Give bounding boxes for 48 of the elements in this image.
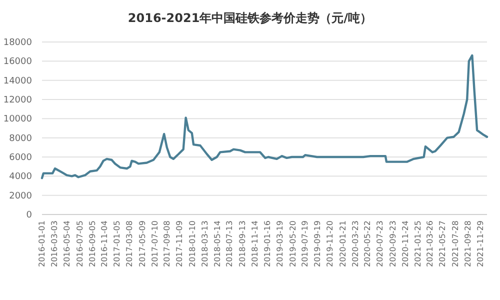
x-tick-label: 2018-09-13 — [238, 220, 247, 267]
x-tick-label: 2020-01-21 — [338, 220, 348, 267]
x-tick-label: 2021-01-25 — [413, 220, 422, 267]
x-tick-label: 2017-01-05 — [112, 220, 122, 267]
x-tick-label: 2017-11-09 — [175, 220, 184, 267]
x-tick-label: 2020-03-23 — [350, 220, 360, 267]
chart-title: 2016-2021年中国硅铁参考价走势（元/吨） — [128, 11, 372, 25]
x-tick-label: 2017-09-08 — [162, 220, 172, 267]
y-tick-label: 12000 — [3, 96, 32, 106]
x-tick-label: 2021-09-28 — [463, 220, 472, 267]
x-tick-label: 2018-01-10 — [188, 220, 197, 267]
x-tick-label: 2021-11-29 — [476, 220, 485, 267]
x-tick-label: 2020-09-23 — [388, 220, 398, 267]
x-tick-label: 2016-09-05 — [88, 220, 97, 267]
y-tick-label: 16000 — [3, 57, 32, 68]
x-tick-label: 2021-05-27 — [438, 220, 448, 267]
y-tick-label: 6000 — [9, 153, 32, 163]
x-tick-label: 2016-03-03 — [50, 220, 60, 267]
y-tick-label: 8000 — [9, 134, 32, 144]
x-tick-label: 2020-11-24 — [400, 220, 410, 267]
y-tick-label: 14000 — [3, 76, 32, 86]
y-tick-label: 2000 — [9, 191, 32, 202]
x-tick-label: 2021-07-28 — [450, 220, 460, 267]
x-tick-label: 2018-05-14 — [212, 220, 222, 267]
y-tick-label: 18000 — [3, 38, 32, 48]
x-tick-label: 2016-05-04 — [62, 220, 72, 267]
y-tick-label: 0 — [26, 210, 32, 220]
x-tick-label: 2017-07-10 — [150, 220, 160, 267]
x-tick-label: 2019-09-19 — [313, 220, 322, 267]
x-tick-label: 2020-07-23 — [376, 220, 385, 267]
x-tick-label: 2016-07-05 — [75, 220, 84, 267]
x-tick-label: 2021-03-26 — [426, 220, 435, 267]
x-tick-label: 2019-07-19 — [300, 220, 310, 267]
x-tick-label: 2019-05-20 — [288, 220, 298, 267]
x-tick-label: 2019-03-19 — [276, 220, 285, 267]
x-tick-label: 2017-03-08 — [125, 220, 134, 267]
x-tick-label: 2016-01-01 — [38, 220, 46, 267]
x-tick-label: 2017-05-09 — [138, 220, 147, 267]
x-tick-label: 2019-01-16 — [263, 220, 272, 267]
x-tick-label: 2018-07-13 — [225, 220, 234, 267]
x-tick-label: 2018-11-14 — [250, 220, 260, 267]
x-tick-label: 2020-05-22 — [363, 220, 372, 267]
x-tick-label: 2019-11-20 — [326, 220, 335, 267]
y-tick-label: 4000 — [9, 172, 32, 182]
x-tick-label: 2018-03-13 — [200, 220, 210, 267]
line-series — [40, 54, 488, 180]
y-tick-label: 10000 — [3, 114, 32, 125]
x-tick-label: 2016-11-04 — [100, 220, 110, 267]
